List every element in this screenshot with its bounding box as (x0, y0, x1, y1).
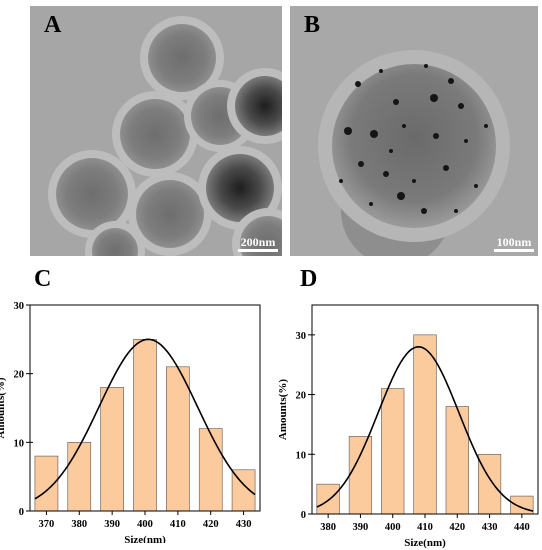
x-tick-label: 390 (353, 522, 369, 533)
panel-label-b: B (304, 12, 321, 38)
x-tick-label: 420 (203, 519, 219, 530)
x-tick-label: 430 (482, 522, 498, 533)
histogram-d: D 0 10 20 30 380 390 400 410 420 430 440 Size(nm) Am… (277, 268, 539, 549)
y-tick-label: 0 (301, 510, 306, 521)
scale-bar-b-text: 100nm (496, 235, 532, 249)
y-tick-label: 10 (14, 438, 25, 449)
y-tick-label: 20 (296, 391, 307, 402)
x-tick-label: 410 (417, 522, 433, 533)
x-tick-label: 370 (39, 519, 55, 530)
scale-bar-b: 100nm (494, 236, 534, 252)
metal-nanodots (339, 64, 488, 214)
nanoparticle-cluster (48, 16, 282, 256)
tem-image-a: A 200nm (30, 6, 282, 256)
bar (445, 406, 469, 515)
x-tick-label: 410 (170, 519, 186, 530)
y-tick-label: 30 (296, 331, 307, 342)
bar (100, 387, 124, 512)
tem-image-b-drawing (286, 6, 538, 256)
x-tick-label: 380 (320, 522, 336, 533)
y-tick-label: 10 (296, 450, 307, 461)
x-tick-label: 400 (137, 519, 153, 530)
y-tick-label: 20 (14, 370, 25, 381)
x-tick-label: 430 (236, 519, 252, 530)
x-tick-label: 400 (385, 522, 401, 533)
panel-label-d: D (300, 268, 317, 292)
y-tick-label: 0 (19, 507, 24, 518)
x-tick-label: 390 (104, 519, 120, 530)
x-tick-label: 380 (71, 519, 87, 530)
bar (348, 436, 373, 515)
bar (381, 388, 405, 515)
bar (67, 442, 92, 512)
tem-image-b: B 100nm (286, 6, 538, 256)
nanoparticle-large (318, 50, 510, 256)
x-axis-label: Size(nm) (404, 537, 446, 549)
x-tick-label: 420 (449, 522, 465, 533)
bar (413, 334, 437, 515)
y-axis-label: Amounts(%) (0, 377, 7, 438)
x-tick-label: 440 (514, 522, 530, 533)
panel-label-c: C (34, 268, 51, 292)
scale-bar-b-line (494, 249, 534, 252)
histogram-c: C 0 10 20 30 370 380 390 400 410 420 430 Size(nm) Am… (0, 268, 261, 543)
bar (133, 339, 157, 512)
fit-curve (316, 346, 534, 512)
bar (198, 428, 223, 512)
scale-bar-a-text: 200nm (240, 235, 276, 249)
tem-image-a-drawing (30, 6, 282, 256)
scale-bar-a: 200nm (238, 236, 278, 252)
x-axis-label: Size(nm) (124, 534, 166, 543)
fit-curve (34, 338, 256, 500)
panel-label-a: A (44, 12, 62, 38)
scale-bar-a-line (238, 249, 278, 252)
bar (510, 495, 534, 515)
y-axis-label: Amounts(%) (277, 379, 289, 440)
bar (166, 366, 190, 512)
bar (316, 483, 340, 515)
y-tick-label: 30 (14, 301, 25, 312)
